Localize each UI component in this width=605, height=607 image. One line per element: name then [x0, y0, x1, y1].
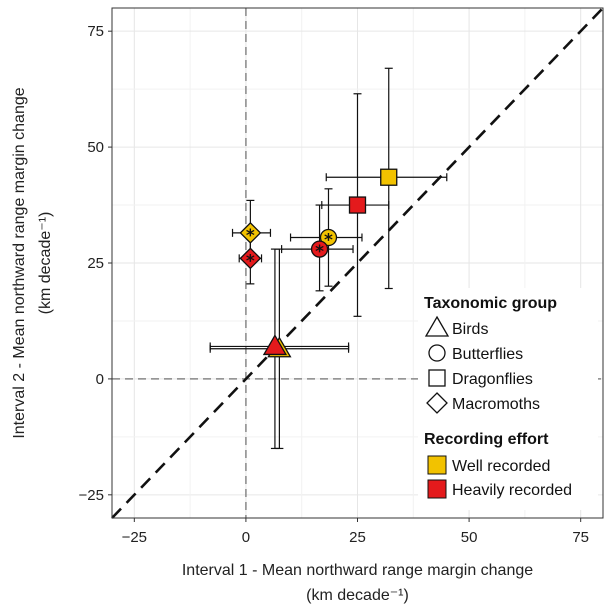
legend-label-butterflies: Butterflies — [452, 346, 523, 363]
x-tick-label: 0 — [242, 529, 250, 546]
significance-asterisk: * — [315, 242, 324, 262]
y-tick-label: 25 — [87, 255, 104, 272]
legend-label-birds: Birds — [452, 321, 488, 338]
legend-label-dragonflies: Dragonflies — [452, 371, 533, 388]
y-tick-label: 0 — [96, 371, 104, 388]
significance-asterisk: * — [246, 226, 255, 246]
x-tick-label: 50 — [461, 529, 478, 546]
legend-diamond-icon — [426, 392, 448, 414]
y-axis-title: Interval 2 - Mean northward range margin… — [11, 87, 28, 438]
legend: Taxonomic group Birds Butterflies Dragonfl… — [418, 288, 598, 510]
x-tick-label: 25 — [349, 529, 366, 546]
legend-swatch-heavily — [427, 479, 447, 499]
legend-label-heavily-recorded: Heavily recorded — [452, 482, 572, 499]
legend-title-effort: Recording effort — [424, 431, 549, 448]
significance-asterisk: * — [324, 231, 333, 251]
one-to-one-line — [111, 7, 604, 519]
x-tick-label: 75 — [572, 529, 589, 546]
data-point-butterflies-heavily — [310, 240, 329, 258]
legend-title-taxonomic: Taxonomic group — [424, 295, 557, 312]
legend-label-well-recorded: Well recorded — [452, 458, 550, 475]
y-tick-label: 50 — [87, 139, 104, 156]
legend-swatch-well — [427, 455, 447, 475]
data-point-macromoths-well — [239, 221, 262, 244]
axis-ticks: −25 0 25 50 75 −25 0 25 50 75 — [79, 23, 589, 546]
legend-triangle-icon — [424, 315, 450, 337]
y-tick-label: 75 — [87, 23, 104, 40]
data-points: **** — [239, 168, 398, 358]
data-point-butterflies-well — [319, 228, 338, 247]
legend-square-icon — [428, 369, 446, 387]
x-axis-title: Interval 1 - Mean northward range margin… — [182, 562, 533, 579]
data-point-birds-heavily — [262, 334, 288, 356]
data-point-dragonflies-well — [380, 168, 398, 186]
legend-taxonomic-items: Birds Butterflies Dragonflies Macromoths — [424, 315, 540, 414]
x-tick-label: −25 — [122, 529, 147, 546]
y-tick-label: −25 — [79, 487, 104, 504]
data-point-macromoths-heavily — [239, 247, 262, 270]
significance-asterisk: * — [246, 251, 255, 271]
legend-effort-items: Well recorded Heavily recorded — [427, 455, 572, 499]
legend-background — [418, 288, 598, 510]
x-axis-units: (km decade⁻¹) — [306, 587, 409, 604]
legend-circle-icon — [428, 344, 446, 362]
legend-label-macromoths: Macromoths — [452, 396, 540, 413]
y-axis-units: (km decade⁻¹) — [37, 212, 54, 315]
data-point-dragonflies-heavily — [348, 196, 367, 214]
